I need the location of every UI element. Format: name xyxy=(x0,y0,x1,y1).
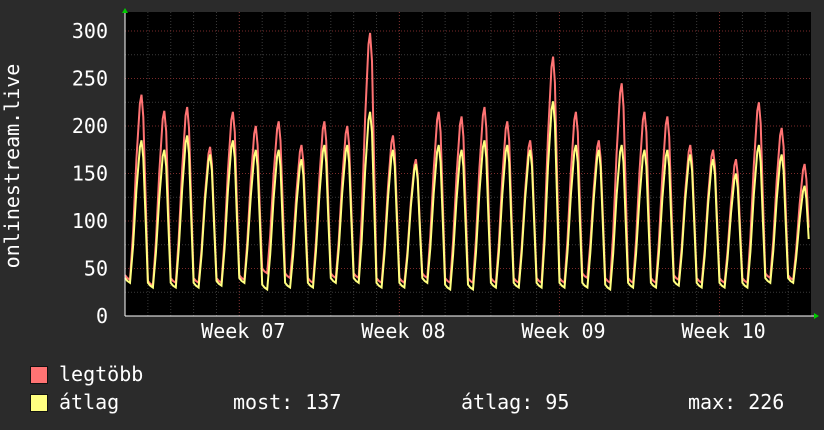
x-tick-label: Week 07 xyxy=(201,319,285,343)
y-axis-label: onlinestream.live xyxy=(0,64,24,269)
legend-label-avg: átlag xyxy=(59,390,120,414)
series-line-avg xyxy=(124,101,810,292)
stat-max: max: 226 xyxy=(688,390,785,414)
x-axis-arrow-icon xyxy=(814,313,819,319)
traffic-chart: 0 50 100 150 200 250 300 Week 07 Week 08 Week 09 W… xyxy=(0,8,819,343)
legend-label-max: legtöbb xyxy=(59,362,144,386)
x-tick-label: Week 09 xyxy=(521,319,605,343)
y-tick-label: 50 xyxy=(84,257,108,281)
legend-swatch-max xyxy=(30,366,48,384)
grid xyxy=(124,12,811,316)
y-tick-label: 300 xyxy=(72,19,108,43)
legend-swatch-avg xyxy=(30,394,48,412)
y-tick-label: 150 xyxy=(72,162,108,186)
tick-labels: 0 50 100 150 200 250 300 Week 07 Week 08 Week 09 W… xyxy=(72,19,766,343)
y-tick-label: 200 xyxy=(72,114,108,138)
y-tick-label: 100 xyxy=(72,209,108,233)
stat-avg: átlag: 95 xyxy=(461,390,570,414)
x-tick-label: Week 08 xyxy=(361,319,445,343)
stat-now: most: 137 xyxy=(233,390,342,414)
series-lines xyxy=(124,32,810,292)
x-tick-label: Week 10 xyxy=(681,319,765,343)
y-axis-arrow-icon xyxy=(122,8,128,13)
y-tick-label: 250 xyxy=(72,67,108,91)
y-tick-label: 0 xyxy=(96,304,108,328)
